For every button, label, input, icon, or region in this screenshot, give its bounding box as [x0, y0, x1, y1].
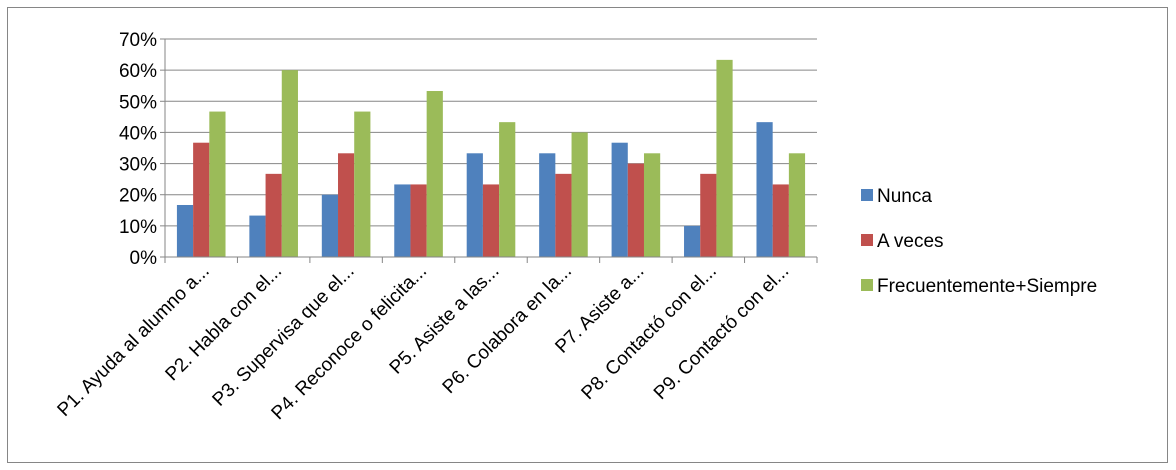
bar	[338, 153, 355, 257]
bar	[209, 111, 226, 257]
x-tick-label: P8. Contactó con el...	[578, 261, 721, 404]
bar	[571, 132, 588, 257]
legend-swatch	[861, 189, 873, 201]
bar	[176, 204, 194, 257]
bar	[611, 142, 628, 257]
bar	[756, 122, 773, 257]
bar	[354, 111, 371, 257]
bar	[539, 153, 556, 257]
y-tick-label: 10%	[119, 217, 157, 238]
y-tick-label: 20%	[119, 186, 157, 207]
bar	[716, 59, 733, 257]
bar	[249, 215, 266, 257]
bar	[684, 225, 701, 257]
x-tick-label: P3. Supervisa que el...	[209, 261, 359, 411]
bar	[394, 184, 411, 257]
bar	[265, 173, 282, 257]
legend-swatch	[861, 234, 873, 246]
bar	[426, 91, 443, 257]
bar	[321, 194, 339, 257]
bar	[700, 173, 717, 257]
legend-entry: Frecuentemente+Siempre	[877, 276, 1097, 297]
bar	[555, 173, 572, 257]
y-tick-label: 50%	[119, 92, 157, 113]
bar	[193, 142, 210, 257]
bar	[499, 122, 516, 257]
legend-entry: Nunca	[877, 186, 932, 207]
x-tick-label: P9. Contactó con el...	[650, 261, 793, 404]
legend-entry: A veces	[877, 231, 944, 252]
bar	[788, 153, 806, 257]
bar	[643, 153, 661, 257]
bar	[772, 184, 789, 257]
x-tick-label: P6. Colabora en la...	[439, 261, 576, 398]
legend-swatch	[861, 279, 873, 291]
bar	[410, 184, 427, 257]
bar	[627, 163, 644, 257]
y-tick-label: 0%	[130, 248, 158, 269]
y-tick-label: 40%	[119, 123, 157, 144]
bar	[482, 184, 500, 257]
y-tick-label: 60%	[119, 61, 157, 82]
x-tick-label: P1. Ayuda al alumno a...	[54, 261, 214, 421]
y-tick-label: 30%	[119, 155, 157, 176]
bar	[281, 70, 298, 258]
y-tick-label: 70%	[119, 30, 157, 51]
bar	[466, 153, 483, 257]
